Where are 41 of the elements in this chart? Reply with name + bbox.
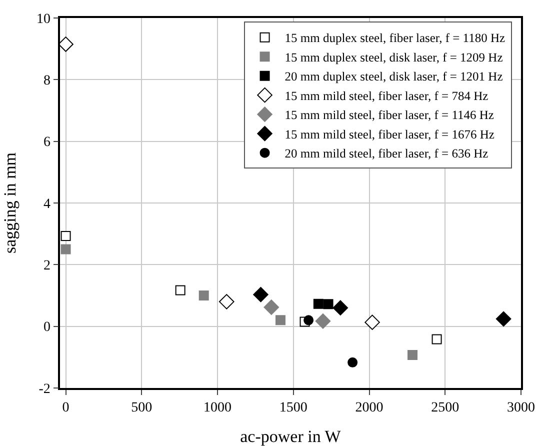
x-tick-label: 1500 <box>279 400 308 416</box>
x-tick-label: 3000 <box>507 400 535 416</box>
x-axis-title: ac-power in W <box>240 427 342 446</box>
point <box>60 230 71 241</box>
point <box>348 357 358 368</box>
point <box>496 311 512 327</box>
x-tick-label: 2500 <box>431 400 460 416</box>
x-tick-label: 500 <box>131 400 152 416</box>
point <box>218 294 234 310</box>
point <box>175 285 186 296</box>
y-tick-label: 8 <box>43 74 50 89</box>
y-axis-title: sagging in mm <box>0 152 20 254</box>
point <box>332 300 348 316</box>
point <box>432 334 442 344</box>
point <box>408 350 418 360</box>
legend-label: 15 mm mild steel, fiber laser, f = 1676 Hz <box>284 127 495 142</box>
point <box>323 299 334 310</box>
legend-label: 20 mm duplex steel, disk laser, f = 1201 Hz <box>284 70 504 84</box>
point <box>364 314 380 330</box>
point <box>275 315 286 326</box>
point <box>315 313 331 329</box>
legend-label: 15 mm mild steel, fiber laser, f = 784 Hz <box>284 88 489 103</box>
x-tick-label: 0 <box>62 400 70 416</box>
legend-label: 15 mm duplex steel, fiber laser, f = 1180 Hz <box>284 31 506 46</box>
point <box>304 315 314 326</box>
y-tick-label: 4 <box>43 196 50 212</box>
point <box>60 244 71 254</box>
y-tick-label: 0 <box>43 320 50 336</box>
y-tick-label: -2 <box>38 382 50 397</box>
y-tick-label: 10 <box>36 12 50 27</box>
y-tick-label: 2 <box>43 258 50 274</box>
x-tick-label: 2000 <box>355 400 384 416</box>
point <box>264 300 280 315</box>
legend-label: 15 mm mild steel, fiber laser, f = 1146 Hz <box>284 108 494 122</box>
x-tick-label: 1000 <box>204 400 232 416</box>
legend-label: 20 mm mild steel, fiber laser, f = 636 Hz <box>284 146 489 161</box>
y-tick-label: 6 <box>43 135 50 150</box>
point <box>198 290 209 300</box>
point <box>313 298 324 309</box>
point <box>253 286 268 302</box>
legend-label: 15 mm duplex steel, disk laser, f = 1209 Hz <box>284 50 504 64</box>
